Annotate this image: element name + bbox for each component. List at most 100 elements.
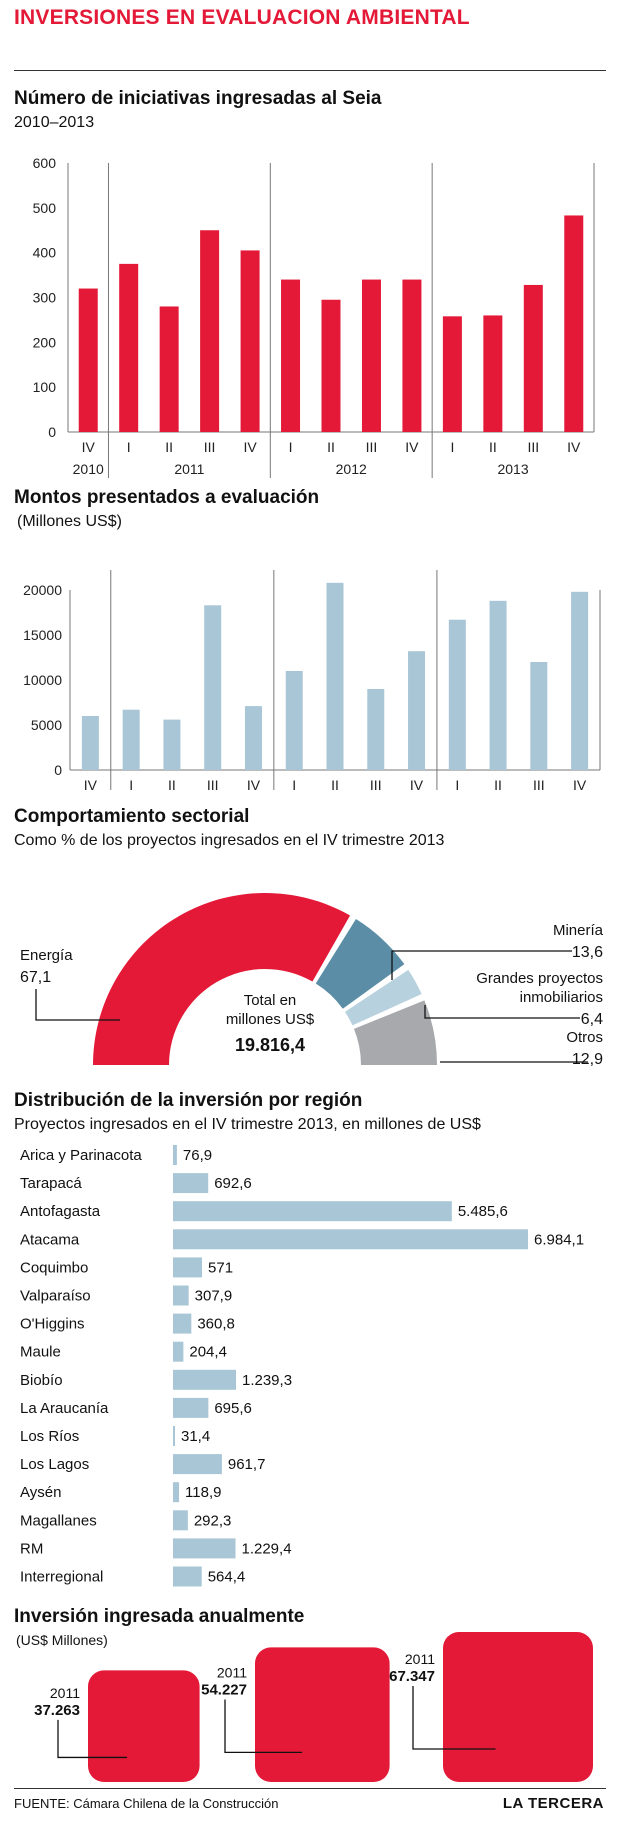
annual-year: 2011 bbox=[217, 1665, 247, 1681]
brand-logo: LA TERCERA bbox=[502, 1795, 604, 1812]
region-value: 360,8 bbox=[197, 1316, 235, 1333]
donut-slice bbox=[353, 1000, 437, 1065]
year-label: 2011 bbox=[174, 461, 204, 477]
region-bar bbox=[173, 1369, 236, 1390]
bar bbox=[321, 299, 341, 432]
bar bbox=[122, 709, 140, 770]
y-tick-label: 0 bbox=[54, 762, 62, 778]
x-tick-label: I bbox=[289, 439, 293, 455]
bar bbox=[204, 605, 222, 770]
region-value: 31,4 bbox=[181, 1428, 210, 1445]
region-value: 692,6 bbox=[214, 1175, 252, 1192]
bar bbox=[564, 215, 584, 432]
donut-slice bbox=[315, 919, 405, 1009]
slice-label: Minería bbox=[553, 922, 604, 939]
region-label: Atacama bbox=[20, 1231, 80, 1248]
x-tick-label: II bbox=[331, 777, 339, 790]
region-value: 1.239,3 bbox=[242, 1372, 292, 1389]
header-rule bbox=[14, 70, 606, 71]
region-bar bbox=[173, 1510, 188, 1531]
region-label: Los Lagos bbox=[20, 1456, 89, 1473]
leader-line bbox=[391, 950, 572, 980]
region-label: Los Ríos bbox=[20, 1428, 79, 1445]
x-tick-label: III bbox=[533, 777, 545, 790]
y-tick-label: 500 bbox=[33, 200, 57, 216]
slice-label: Otros bbox=[566, 1029, 603, 1046]
region-value: 292,3 bbox=[194, 1512, 232, 1529]
region-value: 6.984,1 bbox=[534, 1231, 584, 1248]
region-value: 118,9 bbox=[185, 1484, 221, 1501]
year-label: 2013 bbox=[497, 461, 528, 477]
region-value: 564,4 bbox=[208, 1569, 246, 1586]
bar bbox=[159, 306, 179, 432]
sector-title: Comportamiento sectorial bbox=[14, 806, 250, 827]
bar bbox=[119, 263, 139, 432]
x-tick-label: II bbox=[489, 439, 497, 455]
annual-year: 2011 bbox=[50, 1685, 80, 1701]
region-chart: Arica y Parinacota 76,9 Tarapacá 692,6 Antof… bbox=[20, 1145, 584, 1587]
leader-line bbox=[35, 989, 120, 1021]
x-tick-label: II bbox=[327, 439, 335, 455]
region-bar bbox=[173, 1257, 203, 1278]
x-tick-label: I bbox=[129, 777, 133, 790]
y-tick-label: 100 bbox=[33, 379, 57, 395]
region-bar bbox=[173, 1313, 192, 1334]
region-label: Coquimbo bbox=[20, 1259, 88, 1276]
x-tick-label: I bbox=[455, 777, 459, 790]
x-tick-label: II bbox=[168, 777, 176, 790]
x-tick-label: II bbox=[494, 777, 502, 790]
center-label: millones US$ bbox=[226, 1011, 315, 1028]
donut-slice bbox=[93, 893, 351, 1065]
slice-value: 67,1 bbox=[20, 969, 51, 986]
bar bbox=[163, 719, 181, 770]
sector-subtitle: Como % de los proyectos ingresados en el… bbox=[14, 832, 445, 849]
slice-value: 6,4 bbox=[581, 1011, 603, 1028]
region-label: Interregional bbox=[20, 1569, 103, 1586]
region-bar bbox=[173, 1145, 177, 1165]
region-value: 571 bbox=[208, 1259, 233, 1276]
slice-label: Grandes proyectos bbox=[476, 970, 603, 987]
y-tick-label: 200 bbox=[33, 334, 57, 350]
anual-subtitle: (US$ Millones) bbox=[16, 1632, 108, 1648]
region-value: 307,9 bbox=[195, 1288, 233, 1305]
region-bar bbox=[173, 1482, 180, 1503]
slice-label: inmobiliarios bbox=[520, 989, 603, 1006]
region-value: 695,6 bbox=[214, 1400, 252, 1417]
leader-line bbox=[412, 1686, 496, 1750]
region-bar bbox=[173, 1341, 184, 1362]
bar bbox=[448, 619, 466, 770]
x-tick-label: III bbox=[204, 439, 216, 455]
bar bbox=[326, 582, 344, 770]
bar bbox=[285, 671, 303, 770]
x-tick-label: IV bbox=[405, 439, 419, 455]
seia-title: Número de iniciativas ingresadas al Seia bbox=[14, 88, 382, 109]
region-bar bbox=[173, 1426, 175, 1446]
region-bar bbox=[173, 1201, 452, 1222]
donut-slice bbox=[344, 969, 422, 1026]
annual-value: 37.263 bbox=[34, 1702, 80, 1719]
x-tick-label: I bbox=[127, 439, 131, 455]
region-label: Aysén bbox=[20, 1484, 61, 1501]
bar bbox=[530, 662, 548, 770]
x-tick-label: IV bbox=[84, 777, 98, 790]
region-label: Arica y Parinacota bbox=[20, 1147, 142, 1164]
annual-value: 54.227 bbox=[201, 1682, 247, 1699]
montos-title: Montos presentados a evaluación bbox=[14, 487, 320, 508]
seia-subtitle: 2010–2013 bbox=[14, 114, 95, 131]
region-bar bbox=[173, 1397, 209, 1418]
bar bbox=[523, 284, 543, 432]
bar bbox=[367, 689, 385, 770]
bar bbox=[442, 316, 462, 432]
y-tick-label: 0 bbox=[48, 424, 56, 440]
footer-rule bbox=[14, 1788, 606, 1789]
y-tick-label: 20000 bbox=[23, 582, 62, 598]
region-bar bbox=[173, 1454, 222, 1475]
center-label: Total en bbox=[244, 992, 297, 1009]
x-tick-label: IV bbox=[247, 777, 261, 790]
y-tick-label: 5000 bbox=[31, 717, 62, 733]
region-bar bbox=[173, 1566, 202, 1587]
annual-value: 67.347 bbox=[389, 1668, 435, 1685]
region-value: 1.229,4 bbox=[241, 1540, 291, 1557]
